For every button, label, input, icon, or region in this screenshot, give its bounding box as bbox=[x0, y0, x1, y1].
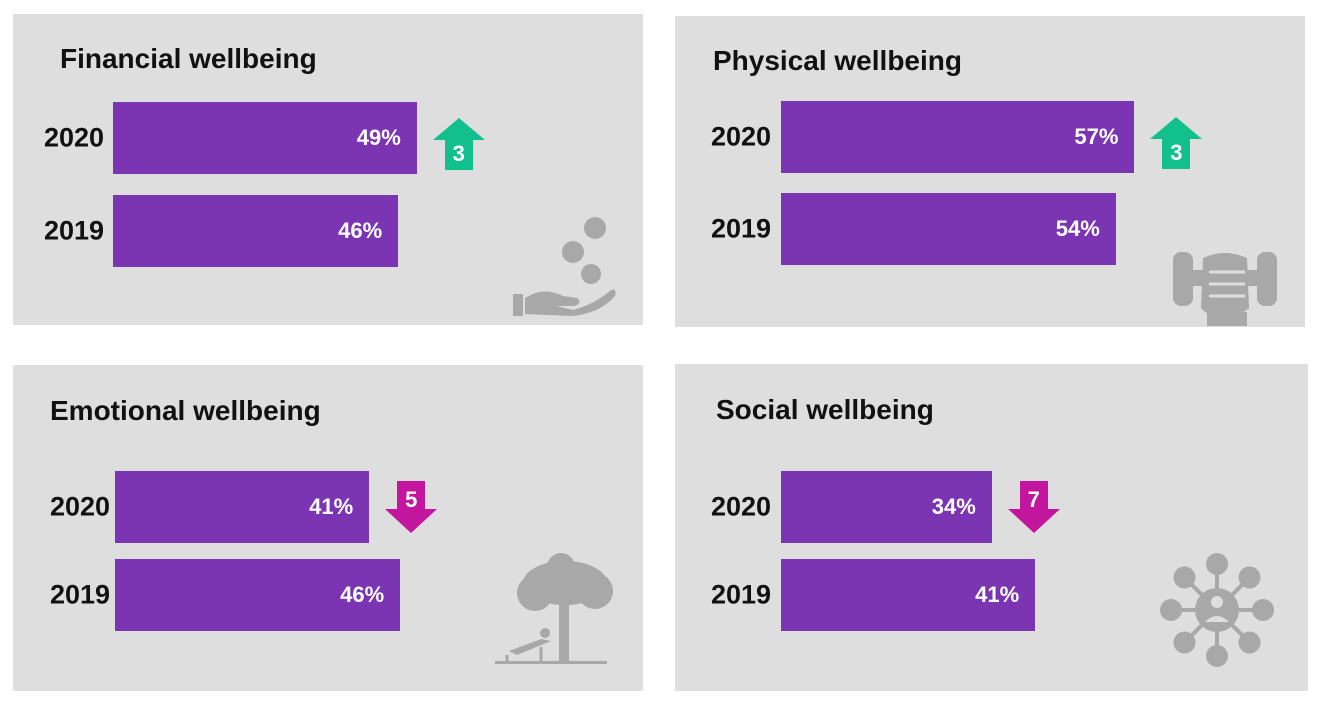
change-value: 3 bbox=[1170, 140, 1183, 165]
panel-financial: Financial wellbeing 2020 49% 2019 46% 3 bbox=[13, 14, 643, 325]
tree-relaxing-icon bbox=[495, 551, 615, 671]
arrow-up-icon: 3 bbox=[1148, 115, 1204, 171]
bar-2019: 54% bbox=[781, 193, 1116, 265]
panel-title: Emotional wellbeing bbox=[50, 395, 321, 426]
arrow-down-icon: 7 bbox=[1006, 479, 1062, 535]
bar-2020: 41% bbox=[115, 471, 370, 543]
year-label: 2020 bbox=[50, 491, 111, 522]
panel-title: Physical wellbeing bbox=[713, 45, 962, 76]
bar-value-label: 41% bbox=[975, 582, 1020, 607]
year-label: 2020 bbox=[44, 122, 105, 153]
bar-2019: 46% bbox=[113, 195, 399, 267]
year-label: 2019 bbox=[44, 215, 105, 246]
dumbbell-fist-icon bbox=[1165, 212, 1285, 332]
panel-title: Social wellbeing bbox=[716, 394, 934, 425]
year-label: 2019 bbox=[50, 579, 111, 610]
panel-physical: Physical wellbeing 2020 57% 2019 54% 3 bbox=[675, 16, 1305, 327]
bar-value-label: 34% bbox=[931, 494, 976, 519]
change-value: 3 bbox=[452, 141, 465, 166]
panel-title: Financial wellbeing bbox=[60, 43, 317, 74]
year-label: 2019 bbox=[711, 579, 772, 610]
bar-2020: 49% bbox=[113, 102, 417, 174]
bar-value-label: 57% bbox=[1074, 124, 1119, 149]
arrow-down-icon: 5 bbox=[383, 479, 439, 535]
social-network-icon bbox=[1157, 550, 1277, 670]
bar-value-label: 49% bbox=[356, 125, 401, 150]
bar-2019: 46% bbox=[115, 559, 401, 631]
panel-social: Social wellbeing 2020 34% 2019 41% 7 bbox=[675, 364, 1308, 691]
bar-value-label: 41% bbox=[309, 494, 354, 519]
bar-2020: 57% bbox=[781, 101, 1135, 173]
year-label: 2020 bbox=[711, 491, 772, 522]
bar-value-label: 46% bbox=[340, 582, 385, 607]
bar-value-label: 54% bbox=[1055, 216, 1100, 241]
change-value: 7 bbox=[1027, 487, 1040, 512]
bar-value-label: 46% bbox=[338, 218, 383, 243]
arrow-up-icon: 3 bbox=[431, 116, 487, 172]
panel-emotional: Emotional wellbeing 2020 41% 2019 46% 5 bbox=[13, 365, 643, 691]
bar-2019: 41% bbox=[781, 559, 1036, 631]
year-label: 2019 bbox=[711, 213, 772, 244]
change-value: 5 bbox=[405, 487, 418, 512]
hand-coins-icon bbox=[503, 198, 623, 318]
bar-2020: 34% bbox=[781, 471, 992, 543]
year-label: 2020 bbox=[711, 121, 772, 152]
